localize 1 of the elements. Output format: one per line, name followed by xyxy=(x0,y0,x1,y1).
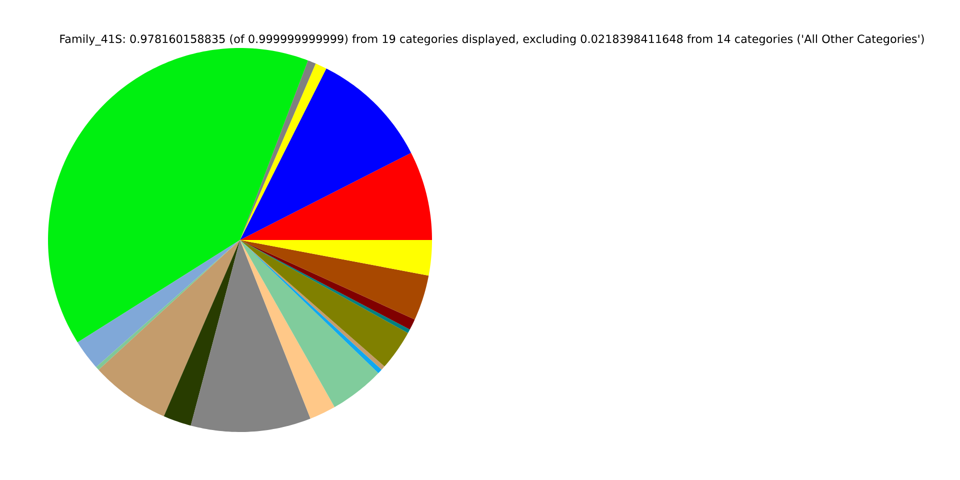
text: Family_41S: 0.978160158835 (of 0.999999999999) from 19 categories displayed, excluding 0.0218398411648 from 14 categories ('All Other Categories') xyxy=(60,34,924,46)
